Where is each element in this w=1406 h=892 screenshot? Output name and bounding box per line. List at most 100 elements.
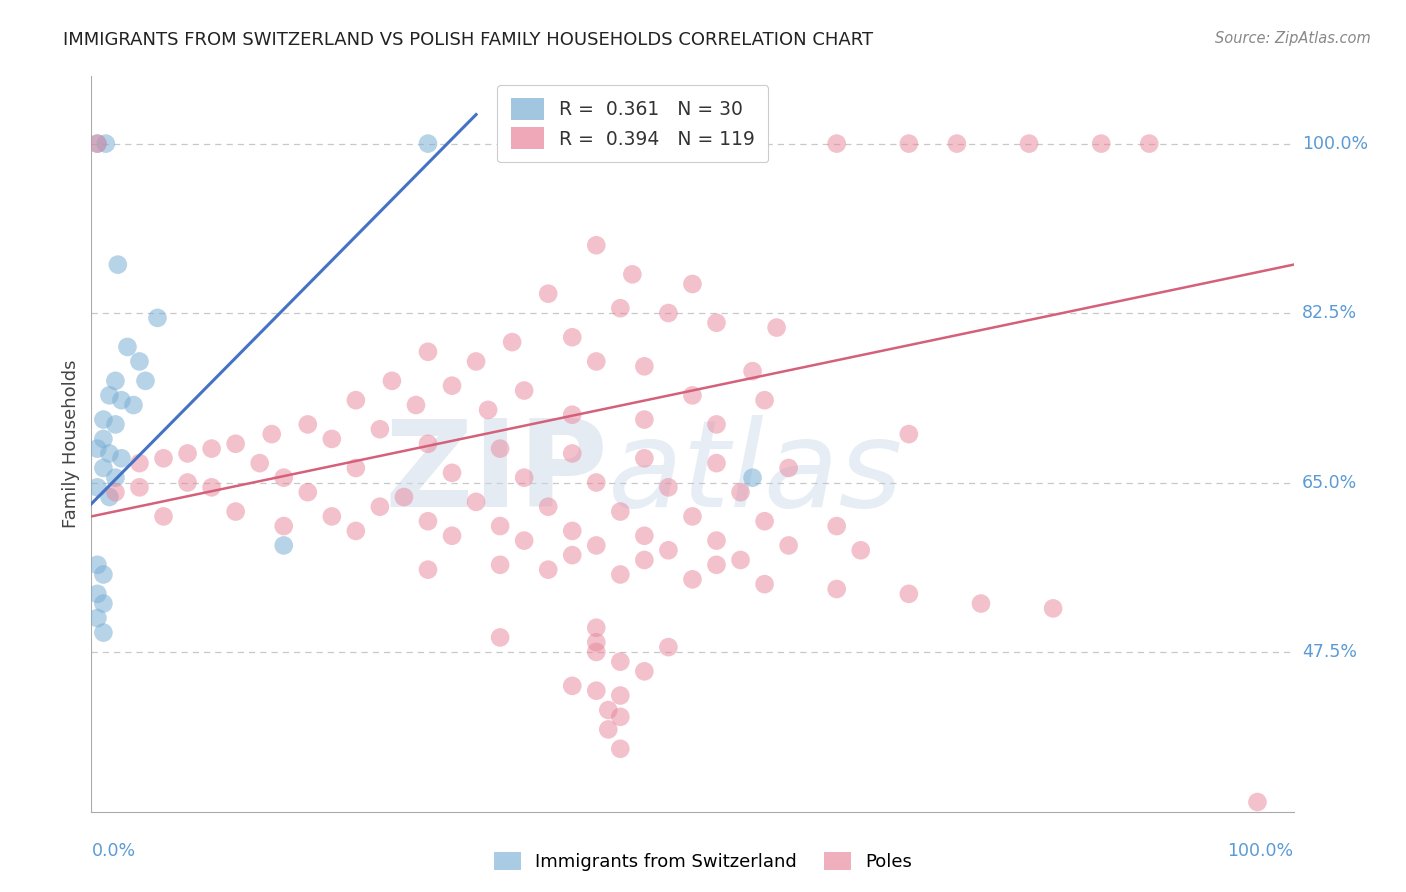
- Point: [730, 485, 752, 500]
- Point: [754, 393, 776, 408]
- Point: [273, 470, 295, 484]
- Point: [297, 485, 319, 500]
- Point: [681, 572, 703, 586]
- Point: [152, 451, 174, 466]
- Point: [633, 412, 655, 426]
- Point: [249, 456, 271, 470]
- Point: [392, 490, 415, 504]
- Point: [1246, 795, 1268, 809]
- Point: [946, 136, 969, 151]
- Point: [225, 437, 247, 451]
- Point: [93, 432, 115, 446]
- Text: ZIP: ZIP: [385, 415, 609, 532]
- Point: [201, 442, 224, 456]
- Y-axis label: Family Households: Family Households: [62, 359, 80, 528]
- Point: [513, 384, 536, 398]
- Point: [1137, 136, 1160, 151]
- Legend: R =  0.361   N = 30, R =  0.394   N = 119: R = 0.361 N = 30, R = 0.394 N = 119: [498, 86, 768, 162]
- Point: [778, 461, 800, 475]
- Point: [561, 548, 583, 562]
- Point: [537, 500, 560, 514]
- Point: [897, 427, 920, 442]
- Point: [561, 330, 583, 344]
- Point: [598, 723, 620, 737]
- Text: 47.5%: 47.5%: [1302, 643, 1357, 661]
- Point: [86, 480, 108, 494]
- Point: [897, 136, 920, 151]
- Point: [176, 446, 198, 460]
- Point: [416, 563, 439, 577]
- Point: [146, 310, 169, 325]
- Point: [273, 519, 295, 533]
- Point: [344, 393, 367, 408]
- Point: [122, 398, 145, 412]
- Point: [489, 519, 512, 533]
- Point: [368, 422, 391, 436]
- Point: [849, 543, 872, 558]
- Point: [778, 538, 800, 552]
- Point: [86, 136, 108, 151]
- Point: [440, 378, 463, 392]
- Point: [128, 354, 150, 368]
- Point: [86, 136, 108, 151]
- Point: [86, 611, 108, 625]
- Point: [513, 533, 536, 548]
- Point: [657, 480, 679, 494]
- Point: [381, 374, 404, 388]
- Point: [633, 553, 655, 567]
- Point: [633, 359, 655, 374]
- Point: [706, 456, 728, 470]
- Point: [86, 558, 108, 572]
- Point: [825, 582, 848, 596]
- Point: [741, 364, 763, 378]
- Point: [98, 490, 121, 504]
- Point: [440, 529, 463, 543]
- Point: [128, 456, 150, 470]
- Point: [561, 679, 583, 693]
- Point: [152, 509, 174, 524]
- Point: [416, 514, 439, 528]
- Point: [297, 417, 319, 432]
- Point: [86, 587, 108, 601]
- Point: [93, 625, 115, 640]
- Point: [104, 470, 127, 484]
- Point: [561, 524, 583, 538]
- Point: [128, 480, 150, 494]
- Point: [501, 335, 523, 350]
- Point: [1042, 601, 1064, 615]
- Point: [730, 553, 752, 567]
- Point: [416, 437, 439, 451]
- Point: [609, 689, 631, 703]
- Text: Source: ZipAtlas.com: Source: ZipAtlas.com: [1215, 31, 1371, 46]
- Point: [260, 427, 283, 442]
- Point: [93, 567, 115, 582]
- Point: [741, 470, 763, 484]
- Point: [489, 558, 512, 572]
- Point: [489, 442, 512, 456]
- Legend: Immigrants from Switzerland, Poles: Immigrants from Switzerland, Poles: [486, 845, 920, 879]
- Point: [134, 374, 156, 388]
- Point: [609, 655, 631, 669]
- Point: [897, 587, 920, 601]
- Point: [754, 577, 776, 591]
- Point: [585, 238, 607, 252]
- Point: [633, 451, 655, 466]
- Point: [765, 320, 787, 334]
- Point: [681, 388, 703, 402]
- Point: [633, 665, 655, 679]
- Point: [110, 451, 132, 466]
- Point: [585, 621, 607, 635]
- Text: IMMIGRANTS FROM SWITZERLAND VS POLISH FAMILY HOUSEHOLDS CORRELATION CHART: IMMIGRANTS FROM SWITZERLAND VS POLISH FA…: [63, 31, 873, 49]
- Point: [93, 412, 115, 426]
- Point: [201, 480, 224, 494]
- Point: [321, 432, 343, 446]
- Text: 100.0%: 100.0%: [1227, 842, 1294, 860]
- Point: [489, 631, 512, 645]
- Point: [513, 470, 536, 484]
- Point: [104, 417, 127, 432]
- Point: [706, 558, 728, 572]
- Point: [104, 485, 127, 500]
- Point: [465, 354, 488, 368]
- Point: [585, 645, 607, 659]
- Text: 0.0%: 0.0%: [91, 842, 135, 860]
